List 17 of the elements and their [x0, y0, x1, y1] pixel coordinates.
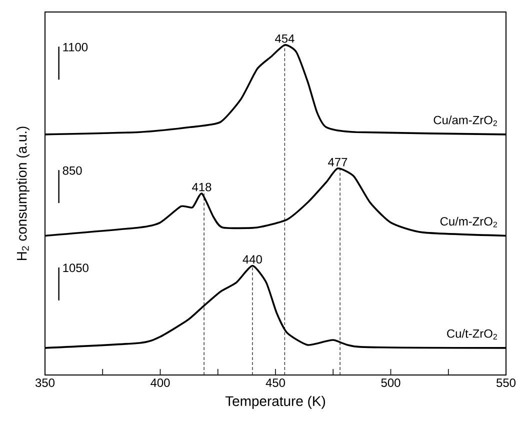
annotation: 850 [62, 166, 82, 175]
series-label: Cu/am-ZrO$_{2}$ [434, 116, 497, 126]
annotation: 418 [192, 182, 212, 192]
x-tick-label: 500 [381, 378, 400, 387]
x-tick-label: 350 [35, 378, 55, 387]
x-tick-label: 550 [496, 378, 516, 387]
x-tick-label: 400 [150, 378, 170, 387]
annotation: 477 [328, 158, 348, 166]
y-axis-title: H$_{2}$ consumption (a.u.) [16, 126, 30, 260]
annotation: 454 [275, 34, 294, 43]
annotation: 1050 [63, 264, 88, 272]
series-label: Cu/m-ZrO$_{2}$ [440, 216, 497, 228]
x-tick-label: 450 [266, 378, 286, 387]
annotation: 1100 [63, 42, 88, 52]
series-label: Cu/t-ZrO$_{2}$ [447, 329, 497, 340]
x-axis-title: Temperature (K) [225, 396, 326, 409]
annotation: 440 [242, 255, 262, 264]
